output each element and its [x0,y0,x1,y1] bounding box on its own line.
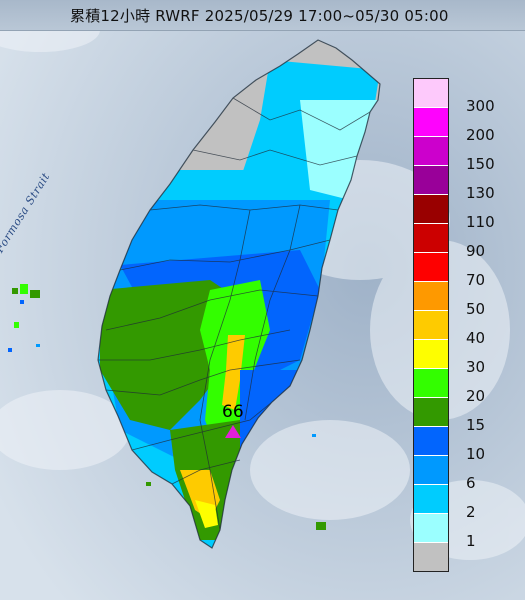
legend-label: 1 [466,532,476,550]
map-title: 累積12小時 RWRF 2025/05/29 17:00~05/30 05:00 [70,7,449,25]
title-bar: 累積12小時 RWRF 2025/05/29 17:00~05/30 05:00 [0,0,525,31]
rain-zone-northeast-light [300,100,380,200]
legend-label: 70 [466,271,486,289]
legend-label: 50 [466,300,486,318]
legend-swatch [414,224,448,252]
legend-label: 6 [466,474,476,492]
offshore-rain-cells [8,284,326,530]
legend-swatch [414,79,448,107]
legend-label: 110 [466,213,495,231]
legend-swatch [414,253,448,281]
legend-swatch [414,514,448,542]
rain-zone-ridge-green [222,335,245,410]
legend-swatch [414,340,448,368]
legend-swatch [414,108,448,136]
rain-zone-south-bright [195,500,218,528]
legend-label: 30 [466,358,486,376]
max-rainfall-value: 66 [222,402,244,422]
legend-swatch [414,398,448,426]
legend-label: 15 [466,416,486,434]
legend-swatch [414,485,448,513]
legend-swatch [414,456,448,484]
legend-label: 2 [466,503,476,521]
max-rainfall-triangle-icon [224,424,242,439]
county-boundaries [97,39,381,549]
legend-swatch [414,369,448,397]
legend-label: 200 [466,126,495,144]
legend-swatch [414,166,448,194]
rainfall-legend-bar [413,78,449,572]
legend-swatch [414,282,448,310]
legend-label: 150 [466,155,495,173]
legend-swatch [414,543,448,571]
legend-label: 10 [466,445,486,463]
legend-label: 40 [466,329,486,347]
legend-swatch [414,427,448,455]
legend-label: 20 [466,387,486,405]
legend-swatch [414,137,448,165]
legend-label: 300 [466,97,495,115]
legend-swatch [414,311,448,339]
legend-label: 130 [466,184,495,202]
legend-swatch [414,195,448,223]
legend-label: 90 [466,242,486,260]
